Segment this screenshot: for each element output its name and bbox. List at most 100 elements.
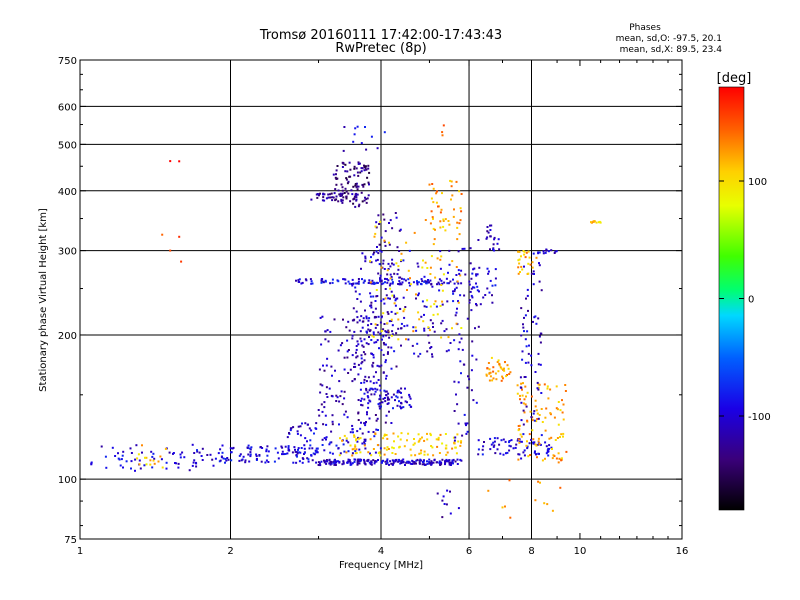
data-point [384, 460, 387, 463]
data-point [347, 280, 350, 283]
data-point [547, 250, 550, 253]
data-point [398, 400, 400, 403]
data-point [493, 437, 496, 440]
data-point [460, 210, 463, 213]
data-point [261, 447, 264, 449]
data-point [364, 165, 367, 168]
data-point [458, 272, 461, 275]
data-point [441, 289, 444, 292]
data-point [315, 193, 318, 196]
data-point [428, 341, 431, 344]
data-point [363, 279, 366, 282]
data-point [416, 280, 418, 283]
data-point [337, 447, 340, 450]
data-point [181, 451, 184, 454]
data-point [337, 189, 340, 192]
data-point [367, 319, 370, 322]
data-point [530, 354, 533, 357]
data-point [366, 331, 368, 334]
data-point [356, 463, 359, 466]
data-point [437, 205, 439, 208]
data-point [349, 200, 352, 203]
data-point [537, 363, 540, 366]
data-point [336, 279, 339, 282]
data-point [345, 439, 348, 442]
data-point [352, 307, 355, 310]
data-point [456, 458, 459, 461]
data-point [441, 499, 444, 502]
data-point [347, 441, 350, 444]
data-point [448, 249, 451, 252]
data-point [414, 454, 417, 457]
data-point [340, 193, 343, 196]
data-point [134, 469, 136, 472]
data-point [339, 395, 342, 398]
data-point [445, 444, 448, 447]
data-point [403, 308, 406, 311]
data-point [509, 445, 512, 448]
data-point [516, 384, 519, 387]
data-point [477, 448, 480, 451]
data-point [423, 275, 426, 278]
data-point [442, 124, 445, 127]
data-point [399, 405, 402, 408]
data-point [478, 290, 480, 293]
colorbar-label: [deg] [717, 71, 752, 86]
data-point [358, 293, 361, 296]
data-point [483, 441, 485, 443]
data-point [544, 416, 547, 419]
data-point [381, 338, 383, 341]
data-point [377, 315, 380, 318]
data-point [303, 451, 306, 454]
data-point [355, 348, 358, 351]
data-point [451, 461, 454, 463]
data-point [404, 400, 407, 403]
data-point [429, 222, 432, 225]
data-point [537, 352, 540, 355]
data-point [393, 302, 396, 305]
data-point [460, 440, 463, 443]
data-point [452, 292, 455, 295]
colorbar-tick-label: -100 [748, 412, 771, 423]
data-point [455, 393, 457, 396]
data-point [388, 336, 391, 339]
data-point [398, 250, 401, 252]
data-point [489, 437, 492, 440]
data-point [475, 401, 478, 404]
data-point [369, 295, 372, 298]
data-point [353, 167, 356, 170]
data-point [299, 451, 302, 454]
data-point [192, 461, 195, 464]
data-point [448, 263, 451, 266]
data-point [367, 328, 370, 331]
data-point [260, 460, 263, 463]
data-point [211, 458, 214, 461]
data-point [423, 453, 426, 456]
data-point [224, 458, 227, 460]
data-point [475, 273, 478, 276]
data-point [441, 516, 444, 519]
data-point [195, 465, 198, 468]
data-point [273, 460, 276, 463]
data-point [307, 460, 310, 463]
data-point [353, 460, 356, 463]
data-point [353, 165, 356, 168]
data-point [544, 251, 547, 254]
data-point [217, 452, 220, 455]
data-point [548, 444, 551, 447]
data-point [297, 279, 300, 282]
data-point [345, 197, 348, 200]
data-point [426, 438, 429, 441]
data-point [382, 262, 385, 265]
data-point [475, 303, 477, 305]
data-point [529, 454, 532, 456]
data-point [440, 255, 443, 258]
data-point [340, 198, 343, 201]
data-point [431, 353, 433, 356]
data-point [470, 389, 473, 392]
data-point [382, 335, 385, 338]
data-point [343, 413, 346, 416]
data-point [351, 380, 354, 383]
data-point [351, 452, 354, 455]
data-point [416, 283, 419, 286]
